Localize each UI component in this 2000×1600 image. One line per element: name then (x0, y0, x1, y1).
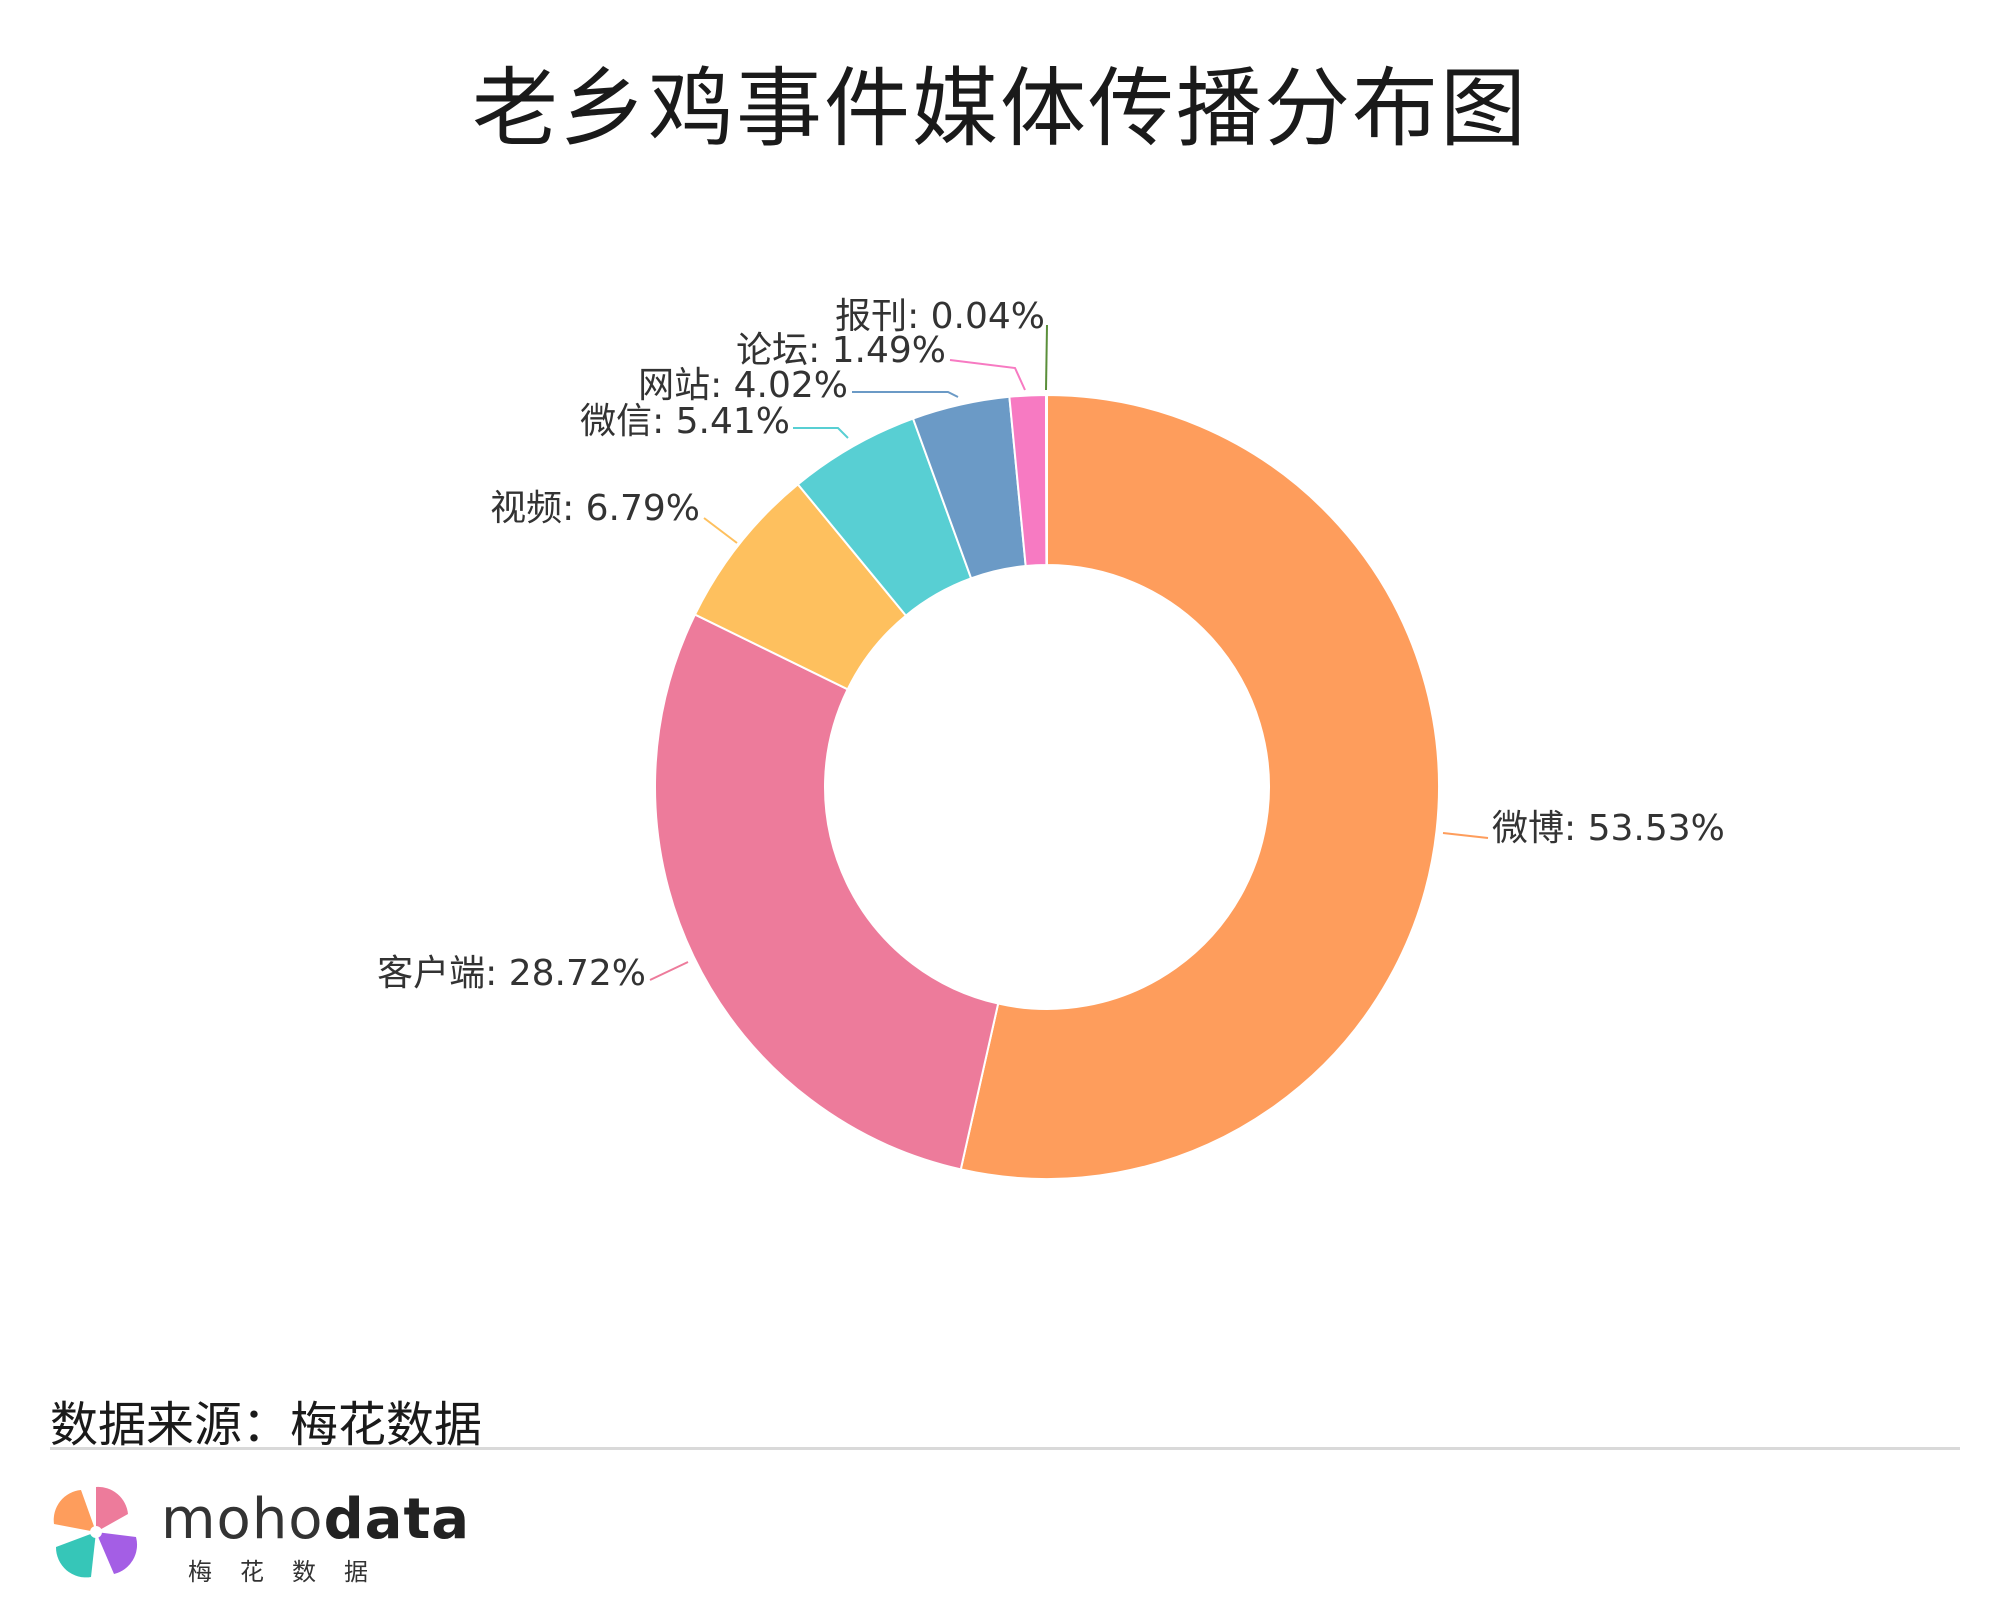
donut-slice-7 (1045, 393, 1048, 567)
data-source-note: 数据来源：梅花数据 (50, 1397, 483, 1453)
slice-label-1: 微博: 53.53% (1492, 808, 1725, 849)
brand-wordmark: mohodata (161, 1487, 470, 1552)
label-leader-line-1 (1442, 832, 1489, 839)
label-leader-line-7 (1045, 324, 1048, 391)
label-leader-line-3 (703, 517, 738, 544)
pinwheel-logo-icon (53, 1486, 138, 1578)
slice-label-2: 客户端: 28.72% (377, 953, 646, 994)
chart-title: 老乡鸡事件媒体传播分布图 (472, 59, 1528, 159)
slice-label-5: 网站: 4.02% (638, 365, 848, 406)
brand-subtitle: 梅花数据 (188, 1558, 396, 1586)
donut-slice-1 (959, 393, 1440, 1180)
donut-slice-2 (654, 613, 1000, 1171)
label-leader-line-4 (793, 427, 849, 439)
mohodata-logo: mohodata 梅花数据 (46, 1482, 469, 1592)
brand-word-light: moho (161, 1487, 324, 1552)
brand-word-bold: data (323, 1487, 471, 1552)
slice-label-7: 报刊: 0.04% (835, 296, 1045, 337)
slice-label-3: 视频: 6.79% (490, 488, 700, 529)
slice-label-6: 论坛: 1.49% (736, 330, 946, 371)
label-leader-line-6 (949, 359, 1026, 391)
slice-label-4: 微信: 5.41% (580, 401, 790, 442)
label-leader-line-2 (649, 961, 689, 981)
footer-divider (50, 1447, 1960, 1450)
label-leader-line-5 (852, 391, 959, 398)
